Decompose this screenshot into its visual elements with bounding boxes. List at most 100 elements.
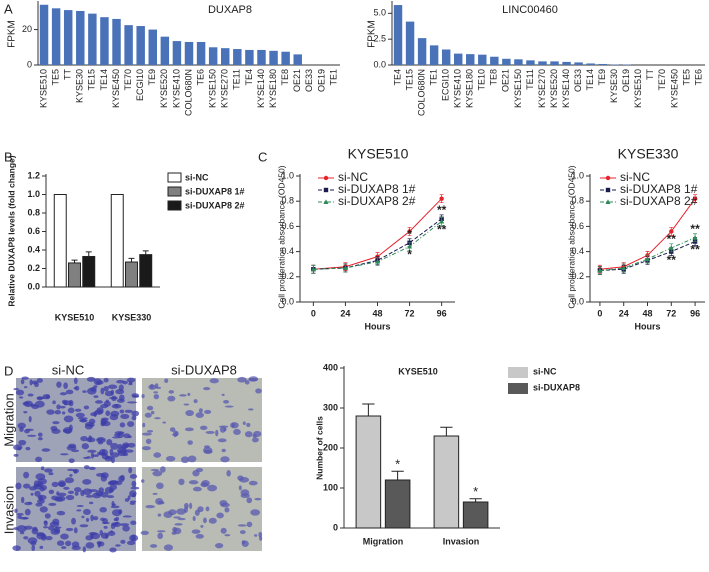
cell [103,400,111,407]
y-axis-label: FPKM [367,20,378,48]
cell [37,478,48,485]
x-tick-label: TE8 [489,69,499,86]
cell [63,382,68,389]
cell [101,454,109,460]
cell [73,487,82,493]
cell [79,418,88,423]
bar [148,29,157,66]
legend-label: si-NC [185,172,209,182]
cell [203,386,211,391]
y-tick-label: 0.2 [571,271,584,281]
cell [15,389,25,396]
cell [152,492,158,495]
image-column-label: si-DUXAP8 [171,362,237,377]
x-tick-label: 48 [372,308,382,318]
cell [43,526,49,529]
cell [65,527,74,532]
cell [174,523,183,526]
cell [13,453,19,457]
cell [172,526,178,533]
x-tick-label: TE1 [429,69,439,86]
cell [99,529,103,536]
legend-label: si-DUXAP8 1# [338,182,416,196]
cell [177,517,186,521]
cell [237,524,247,527]
bar [433,435,460,529]
cell [37,432,43,437]
y-tick-label: 0.4 [281,246,294,256]
cell [107,531,116,536]
cell [68,458,75,464]
cell [153,393,160,400]
cell [105,533,109,539]
legend-swatch [167,200,182,211]
x-tick-label: KYSE150 [513,69,523,108]
cell [167,395,176,402]
cell [207,484,218,492]
error-bar [469,498,482,502]
x-tick-label: KYSE510 [38,69,48,108]
cell [46,409,55,415]
bar [610,64,619,65]
legend-label: si-NC [533,366,557,376]
image-column-label: si-NC [52,362,85,377]
cell [215,542,224,549]
cell [114,431,125,435]
cell [119,422,126,428]
cell [124,409,133,413]
y-tick-label: 100 [323,482,338,492]
cell [219,426,226,433]
cell [73,387,78,390]
significance: * [407,248,412,262]
cell [52,421,60,425]
y-tick-label: 300 [323,402,338,412]
bar [586,63,595,65]
cell [244,380,250,385]
cell [165,455,176,462]
cell [246,521,253,528]
cell [187,392,191,396]
cell [187,440,193,445]
cell [155,386,162,389]
cell [29,379,33,386]
cell [86,376,96,382]
cell [85,494,94,498]
cell [48,472,54,476]
cell [237,376,247,383]
cell [131,415,137,421]
cell [118,475,125,482]
cell [93,395,99,398]
cell [76,509,82,512]
cell [45,535,53,541]
x-tick-label: 72 [666,308,676,318]
cell [215,429,219,437]
point [310,266,316,272]
legend-label: si-NC [620,170,650,184]
point [692,196,698,201]
cell [110,442,119,450]
x-tick-label: TE70 [657,69,667,91]
cell [168,390,175,394]
cell [150,383,154,389]
y-tick-label: 0.6 [571,221,584,231]
cell [220,456,230,463]
cell [200,524,204,528]
cell [25,446,31,451]
y-tick-label: 1.0 [571,170,584,180]
bar [574,62,583,65]
bar [538,61,547,65]
x-axis-label: Hours [364,321,390,331]
cell [176,508,186,515]
cell [144,412,152,418]
cell [226,470,231,477]
bar [112,18,121,66]
cell [129,474,138,479]
bar [100,17,109,65]
legend-marker [323,199,329,204]
panel-label: B [4,149,13,164]
cell [87,449,97,453]
cell [59,405,66,409]
cell [115,389,125,395]
cell [108,396,119,400]
x-tick-label: KYSE180 [465,69,475,108]
